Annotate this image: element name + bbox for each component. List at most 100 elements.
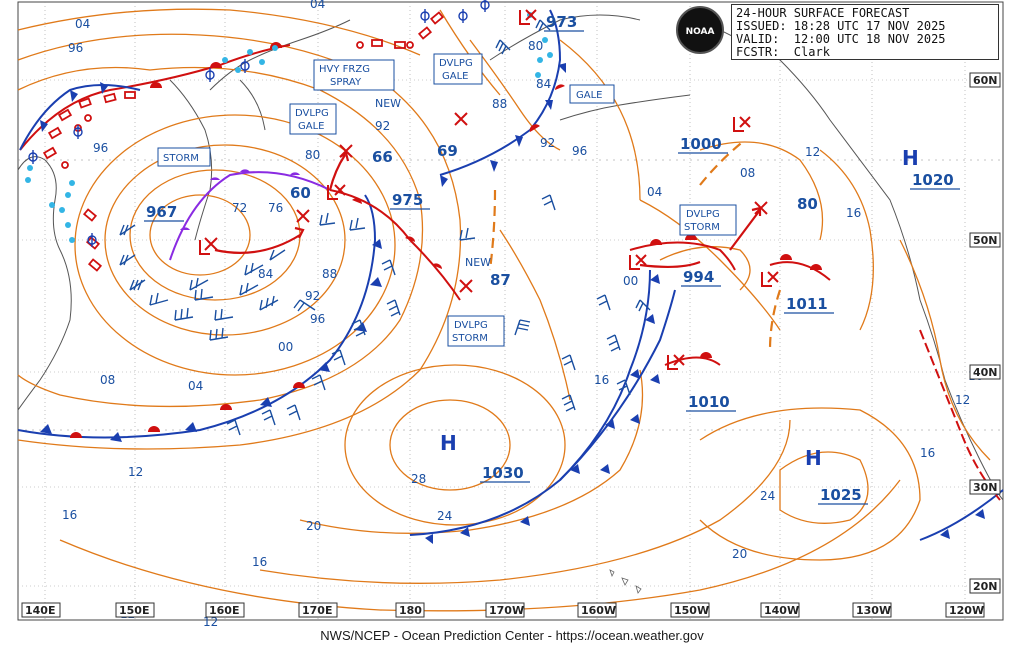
map-frame (17, 1, 1004, 621)
isobar-label: 96 (572, 144, 587, 158)
trough-central (488, 189, 497, 271)
isobar-label: 80 (305, 148, 320, 162)
isobar-label: 12 (955, 393, 970, 407)
high-symbol-1025: H (805, 446, 822, 470)
isobar-label: 16 (62, 508, 77, 522)
isobar-label: 12 (203, 615, 218, 629)
lon-label: 130W (856, 604, 891, 617)
lat-label: 20N (973, 580, 998, 593)
lat-label: 60N (973, 74, 998, 87)
lon-label: 140W (764, 604, 799, 617)
pressure-values: 967 975 973 1000 994 1011 1030 1025 1020… (146, 13, 954, 504)
wind-barbs (119, 19, 651, 436)
isobar-label: 92 (375, 119, 390, 133)
lon-label: 120W (949, 604, 984, 617)
forecast-number-69: 69 (437, 142, 458, 160)
trough-e (768, 289, 782, 351)
isobar-label: 04 (647, 185, 662, 199)
warm-front-south (664, 356, 721, 366)
forecast-number-00: 00 (623, 274, 638, 288)
isobar-label: 16 (594, 373, 609, 387)
header-forecaster: FCSTR: Clark (736, 45, 830, 59)
isobar-label: 88 (322, 267, 337, 281)
svg-text:GALE: GALE (442, 71, 468, 82)
lat-label: 30N (973, 481, 998, 494)
forecast-number-60: 60 (290, 184, 311, 202)
isobar-label: 28 (411, 472, 426, 486)
header-issued: ISSUED: 18:28 UTC 17 NOV 2025 (736, 19, 946, 33)
warning-gale-east: GALE (576, 90, 602, 101)
warning-labels: STORM DVLPG GALE HVY FRZG SPRAY DVLPG GA… (157, 53, 737, 347)
isobar-label: 04 (310, 0, 325, 11)
trough-ne (699, 139, 746, 186)
latitude-axis: 60N 50N 40N 30N 20N (969, 72, 1001, 594)
pressure-value-1000: 1000 (680, 135, 722, 153)
isobar-label: 16 (252, 555, 267, 569)
isobar-label: 04 (188, 379, 203, 393)
logo-text: NOAA (685, 27, 715, 37)
high-symbols: H H H (440, 146, 919, 470)
warning-dvlpg-gale-west: DVLPG (295, 108, 329, 119)
isobar-label: 96 (68, 41, 83, 55)
forecast-header: 24-HOUR SURFACE FORECAST ISSUED: 18:28 U… (731, 4, 999, 60)
high-symbol-1030: H (440, 431, 457, 455)
svg-text:STORM: STORM (452, 333, 488, 344)
cold-front-central (409, 269, 651, 536)
graticule (18, 2, 1003, 620)
header-valid: VALID: 12:00 UTC 18 NOV 2025 (736, 32, 946, 46)
forecast-number-66: 66 (372, 148, 393, 166)
small-numbers: 00 (623, 274, 638, 288)
isobar-label: 24 (760, 489, 775, 503)
isobar-labels: 04 96 96 72 76 80 84 88 92 96 00 08 04 1… (62, 0, 983, 629)
forecast-number-87: 87 (490, 271, 511, 289)
isobar-label: 92 (305, 289, 320, 303)
pressure-value-973: 973 (546, 13, 577, 31)
pressure-value-975: 975 (392, 191, 423, 209)
occluded-front-west (169, 171, 331, 261)
warning-dvlpg-storm-east: DVLPG (686, 209, 720, 220)
warm-front-east (769, 261, 831, 281)
isobar-label: 76 (268, 201, 283, 215)
cold-front-north (439, 9, 562, 176)
high-symbol-1020: H (902, 146, 919, 170)
storm-motion-arrows (214, 151, 762, 269)
isobar-label: 88 (492, 97, 507, 111)
isobar-label: 12 (805, 145, 820, 159)
center-marks (199, 9, 779, 370)
svg-text:STORM: STORM (684, 222, 720, 233)
warm-front-nw (19, 44, 291, 151)
isobar-label: 08 (100, 373, 115, 387)
front-symbols (40, 42, 985, 544)
warning-storm-west: STORM (163, 153, 199, 164)
isobar-label: 92 (540, 136, 555, 150)
lon-label: 180 (399, 604, 422, 617)
isobar-label: 96 (93, 141, 108, 155)
svg-text:GALE: GALE (298, 121, 324, 132)
isobar-label: 04 (75, 17, 90, 31)
isobar-label: 84 (536, 77, 551, 91)
longitude-axis: 140E 150E 160E 170E 180 170W 160W 150W 1… (21, 602, 985, 618)
cold-front-central-2 (559, 289, 676, 481)
isobar-label: 16 (846, 206, 861, 220)
header-title: 24-HOUR SURFACE FORECAST (736, 6, 910, 20)
isobar-label: 80 (528, 39, 543, 53)
lon-label: 160W (581, 604, 616, 617)
isobar-label: 24 (437, 509, 452, 523)
warning-hvy-frzg-spray: HVY FRZG (319, 64, 370, 75)
isobar-label: 72 (232, 201, 247, 215)
lon-label: 150E (119, 604, 149, 617)
warning-dvlpg-gale-north: DVLPG (439, 58, 473, 69)
forecast-number-1010: 1010 (688, 393, 730, 411)
new-label-north: NEW (375, 97, 401, 110)
lon-label: 150W (674, 604, 709, 617)
isobar-label: 20 (732, 547, 747, 561)
lon-label: 170W (489, 604, 524, 617)
isobar-label: 12 (128, 465, 143, 479)
pressure-value-1030: 1030 (482, 464, 524, 482)
new-label-central: NEW (465, 256, 491, 269)
pressure-value-1025: 1025 (820, 486, 862, 504)
isobar-label: 00 (278, 340, 293, 354)
islands (609, 569, 642, 594)
lat-label: 40N (973, 366, 998, 379)
